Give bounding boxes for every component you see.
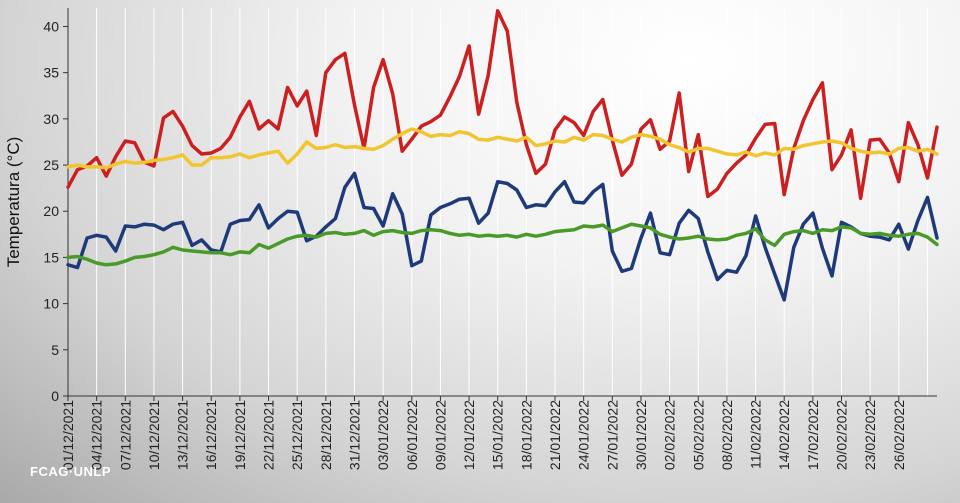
x-tick-label: 15/01/2022	[490, 400, 506, 470]
y-tick-label: 25	[43, 157, 59, 173]
x-tick-label: 05/02/2022	[690, 400, 706, 470]
x-tick-label: 28/12/2021	[318, 400, 334, 470]
x-tick-label: 24/01/2022	[576, 400, 592, 470]
x-tick-label: 14/02/2022	[776, 400, 792, 470]
x-tick-label: 03/01/2022	[375, 400, 391, 470]
x-tick-label: 02/02/2022	[662, 400, 678, 470]
series-line-4	[66, 222, 939, 267]
x-tick-label: 12/01/2022	[461, 400, 477, 470]
series-line-2	[66, 127, 939, 170]
x-tick-label: 08/02/2022	[719, 400, 735, 470]
x-tick-label: 01/12/2021	[60, 400, 76, 470]
x-tick-label: 17/02/2022	[805, 400, 821, 470]
x-tick-label: 23/02/2022	[862, 400, 878, 470]
y-tick-label: 0	[51, 388, 59, 404]
x-tick-label: 06/01/2022	[404, 400, 420, 470]
y-tick-label: 20	[43, 203, 59, 219]
x-tick-label: 22/12/2021	[261, 400, 277, 470]
x-tick-label: 19/12/2021	[232, 400, 248, 470]
y-tick-label: 35	[43, 65, 59, 81]
x-tick-label: 16/12/2021	[203, 400, 219, 470]
series-line-3	[66, 171, 939, 302]
x-tick-label: 31/12/2021	[346, 400, 362, 470]
x-tick-label: 10/12/2021	[146, 400, 162, 470]
x-tick-label: 04/12/2021	[89, 400, 105, 470]
x-tick-label: 21/01/2022	[547, 400, 563, 470]
y-tick-label: 40	[43, 18, 59, 34]
x-tick-label: 25/12/2021	[289, 400, 305, 470]
x-tick-label: 09/01/2022	[432, 400, 448, 470]
y-tick-label: 15	[43, 249, 59, 265]
fcag-unlp-logo: FCAG·UNLP	[30, 464, 112, 479]
series-line-1	[66, 9, 939, 201]
x-tick-label: 26/02/2022	[891, 400, 907, 470]
x-tick-label: 30/01/2022	[633, 400, 649, 470]
x-tick-label: 27/01/2022	[604, 400, 620, 470]
y-axis-label: Temperatura (°C)	[4, 137, 23, 268]
y-tick-label: 10	[43, 296, 59, 312]
y-tick-label: 5	[51, 342, 59, 358]
x-tick-label: 20/02/2022	[834, 400, 850, 470]
y-tick-label: 30	[43, 111, 59, 127]
x-tick-label: 07/12/2021	[117, 400, 133, 470]
x-tick-label: 11/02/2022	[748, 400, 764, 469]
x-tick-label: 13/12/2021	[175, 400, 191, 470]
x-tick-label: 18/01/2022	[518, 400, 534, 470]
